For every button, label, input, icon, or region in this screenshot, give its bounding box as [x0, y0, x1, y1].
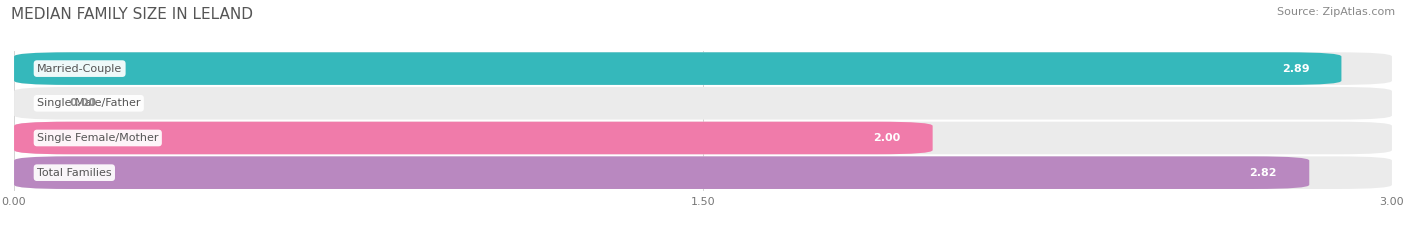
Text: 2.89: 2.89 — [1282, 64, 1309, 74]
Text: 2.00: 2.00 — [873, 133, 900, 143]
FancyBboxPatch shape — [14, 52, 1341, 85]
FancyBboxPatch shape — [14, 122, 932, 154]
Text: Single Male/Father: Single Male/Father — [37, 98, 141, 108]
FancyBboxPatch shape — [14, 156, 1392, 189]
Text: Source: ZipAtlas.com: Source: ZipAtlas.com — [1277, 7, 1395, 17]
FancyBboxPatch shape — [14, 122, 1392, 154]
Text: Total Families: Total Families — [37, 168, 111, 178]
Text: 2.82: 2.82 — [1250, 168, 1277, 178]
FancyBboxPatch shape — [14, 87, 1392, 120]
FancyBboxPatch shape — [14, 156, 1309, 189]
Text: 0.00: 0.00 — [69, 98, 96, 108]
Text: Married-Couple: Married-Couple — [37, 64, 122, 74]
Text: Single Female/Mother: Single Female/Mother — [37, 133, 159, 143]
Text: MEDIAN FAMILY SIZE IN LELAND: MEDIAN FAMILY SIZE IN LELAND — [11, 7, 253, 22]
FancyBboxPatch shape — [14, 52, 1392, 85]
